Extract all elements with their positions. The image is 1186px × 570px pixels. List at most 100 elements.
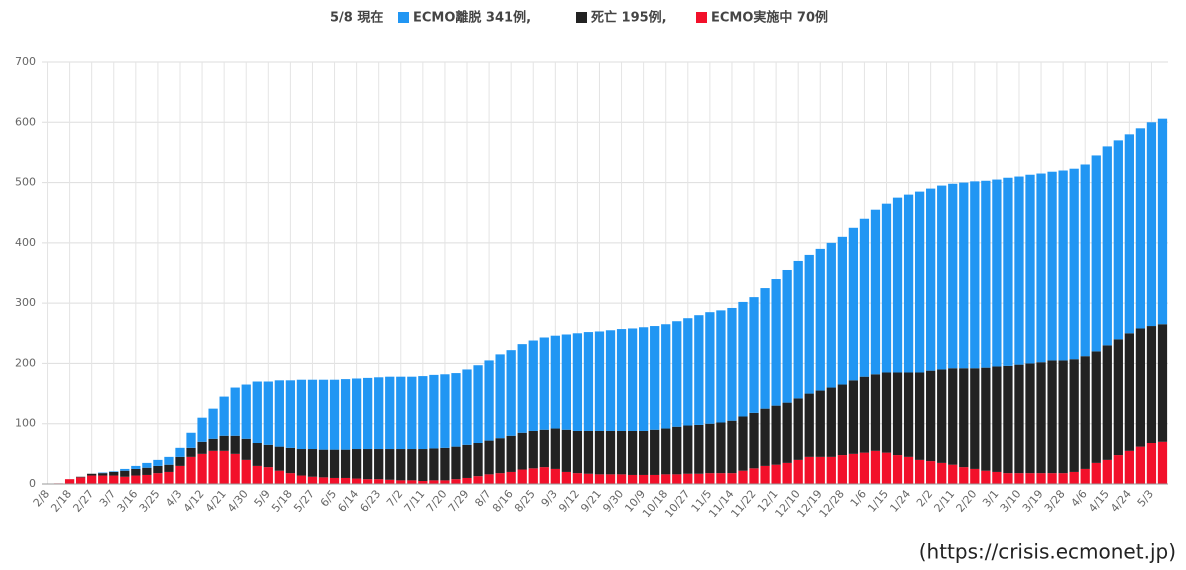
bar-segment [131, 468, 141, 476]
bar-segment [948, 183, 958, 369]
bar-segment [385, 479, 395, 484]
bar-segment [175, 456, 185, 466]
bar-segment [76, 477, 86, 484]
bar-segment [197, 417, 207, 442]
bar-segment [705, 312, 715, 424]
bar-segment [914, 372, 925, 460]
y-tick-label: 600 [15, 115, 36, 128]
bar-segment [926, 188, 936, 371]
bar-segment [539, 337, 549, 430]
bar-segment [627, 430, 638, 475]
bar-segment [594, 474, 605, 484]
bar-segment [329, 477, 340, 484]
bar-segment [219, 396, 229, 436]
bar-segment [252, 443, 262, 466]
bar-segment [318, 477, 329, 484]
x-tick-label: 4/30 [225, 488, 251, 515]
bar-segment [351, 478, 362, 484]
bar-segment [1113, 140, 1123, 340]
bar-segment [1069, 359, 1079, 472]
bar-segment [892, 372, 903, 456]
bar-segment [926, 370, 936, 462]
bar-segment [1014, 176, 1024, 365]
bar-segment [285, 380, 296, 448]
bar-segment [639, 327, 649, 431]
bar-segment [992, 179, 1002, 367]
y-tick-label: 700 [15, 55, 36, 68]
x-tick-label: 3/19 [1020, 488, 1046, 515]
bar-segment [837, 455, 847, 484]
bar-segment [517, 344, 527, 433]
bar-segment [959, 182, 969, 369]
bar-segment [826, 242, 836, 388]
bar-segment [1102, 459, 1112, 484]
bar-segment [363, 377, 373, 450]
bar-segment [142, 467, 152, 475]
bar-segment [241, 384, 251, 439]
bar-segment [440, 447, 450, 481]
bar-segment [164, 471, 174, 484]
bar-segment [473, 476, 483, 484]
bar-segment [230, 453, 240, 484]
bar-segment [1014, 364, 1024, 474]
x-tick-label: 3/28 [1042, 488, 1068, 515]
legend-swatch [398, 12, 409, 23]
bar-segment [318, 449, 329, 478]
bar-segment [650, 429, 660, 475]
bar-segment [782, 462, 792, 484]
bar-segment [992, 366, 1002, 472]
bar-segment [948, 464, 958, 484]
bar-segment [561, 334, 571, 430]
legend-swatch [696, 12, 707, 23]
bar-segment [782, 269, 792, 403]
x-tick-label: 5/27 [291, 488, 317, 515]
bar-segment [1146, 326, 1157, 444]
y-tick-label: 400 [15, 236, 36, 249]
bar-segment [517, 432, 527, 470]
bar-segment [572, 333, 583, 431]
bar-segment [285, 447, 296, 474]
bar-segment [462, 369, 472, 445]
bar-segment [859, 376, 870, 453]
bar-segment [374, 479, 384, 484]
bar-segment [583, 430, 594, 474]
bar-segment [429, 480, 439, 484]
bar-segment [396, 449, 406, 481]
bar-segment [959, 368, 969, 468]
bar-segment [1135, 328, 1146, 447]
bar-segment [385, 376, 395, 450]
bar-segment [903, 194, 914, 373]
x-tick-label: 5/18 [269, 488, 295, 515]
bar-segment [385, 449, 395, 480]
bar-segment [241, 438, 251, 460]
x-tick-label: 4/15 [1086, 488, 1112, 515]
bar-segment [1080, 164, 1090, 357]
bar-segment [826, 456, 836, 484]
bar-segment [120, 476, 130, 484]
bar-segment [914, 191, 925, 373]
y-tick-label: 0 [29, 477, 36, 490]
bar-segment [837, 384, 847, 456]
bar-segment [550, 335, 560, 429]
bar-segment [937, 369, 947, 463]
x-tick-label: 8/16 [490, 488, 516, 515]
bar-segment [1047, 171, 1057, 361]
bar-segment [407, 480, 417, 484]
bar-segment [484, 360, 494, 441]
bar-segment [837, 236, 847, 385]
bar-segment [804, 393, 814, 457]
bar-segment [881, 372, 892, 453]
bar-segment [1102, 146, 1112, 346]
bar-segment [98, 472, 108, 474]
bar-segment [948, 368, 958, 465]
bar-segment [1069, 471, 1079, 484]
bar-segment [804, 254, 814, 394]
bar-segment [1036, 362, 1046, 474]
bar-segment [848, 380, 859, 454]
bar-segment [484, 474, 494, 484]
bar-segment [109, 471, 119, 472]
bar-segment [164, 464, 174, 472]
bar-segment [760, 408, 770, 466]
bar-segment [815, 390, 825, 457]
bar-segment [76, 476, 86, 478]
